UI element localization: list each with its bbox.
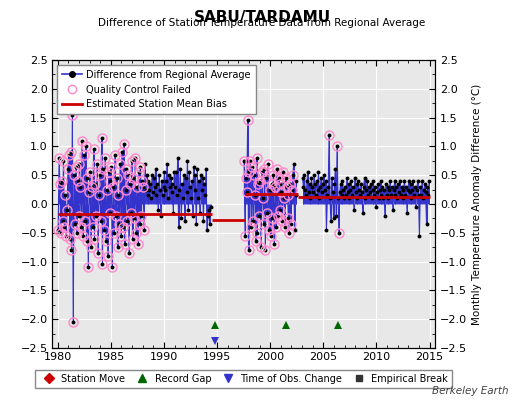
Text: SABU/TARDAMU: SABU/TARDAMU — [193, 10, 331, 25]
Text: Berkeley Earth: Berkeley Earth — [432, 386, 508, 396]
Legend: Station Move, Record Gap, Time of Obs. Change, Empirical Break: Station Move, Record Gap, Time of Obs. C… — [35, 370, 452, 388]
Text: Difference of Station Temperature Data from Regional Average: Difference of Station Temperature Data f… — [99, 18, 425, 28]
Y-axis label: Monthly Temperature Anomaly Difference (°C): Monthly Temperature Anomaly Difference (… — [473, 83, 483, 325]
